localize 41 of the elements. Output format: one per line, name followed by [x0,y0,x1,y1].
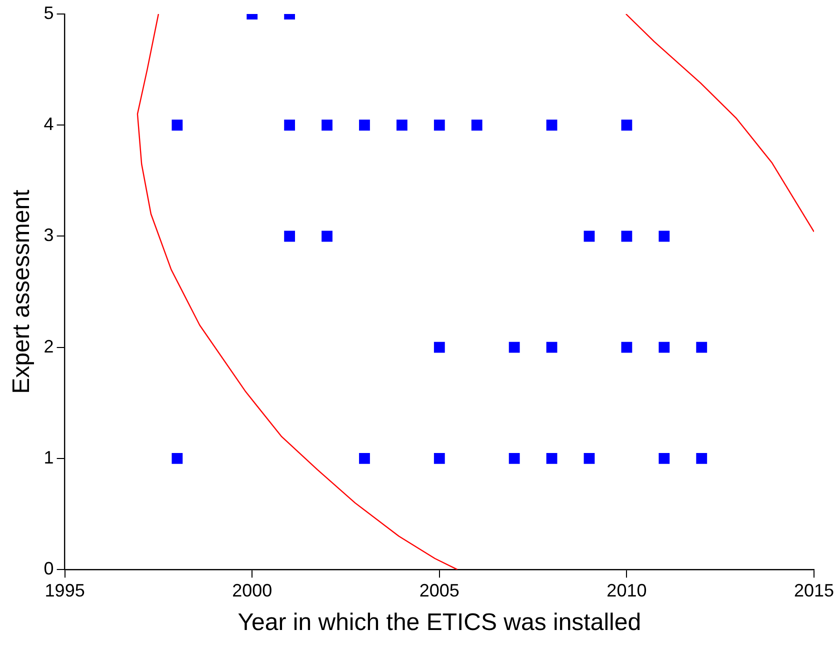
point [696,453,708,464]
point [434,120,445,131]
x-tick-label: 2000 [232,580,272,600]
point [621,342,632,353]
point [359,120,370,131]
point [546,120,558,131]
point [284,120,296,131]
point [658,342,670,353]
y-tick-label: 4 [44,114,54,134]
point [471,120,482,131]
point [172,120,183,131]
x-tick-label: 2015 [794,580,834,600]
point [322,120,332,131]
point [658,453,670,464]
point [322,230,332,242]
point [584,230,595,242]
point [658,230,670,242]
point [434,342,445,353]
x-tick-label: 2010 [606,580,647,600]
point [621,230,632,242]
point [696,342,708,353]
point [584,453,595,464]
point [172,453,183,464]
point [546,453,558,464]
y-axis-title: Expert assessment [8,189,36,394]
point [396,120,408,131]
point [284,230,296,242]
point [621,120,632,131]
x-tick-label: 2005 [419,580,460,600]
point [546,342,558,353]
y-tick-label: 1 [44,447,54,468]
y-tick-label: 5 [44,2,54,23]
x-axis-title: Year in which the ETICS was installed [238,609,642,636]
x-tick-label: 1995 [44,580,85,600]
y-tick-label: 2 [44,336,54,356]
y-tick-label: 0 [44,558,54,579]
point [508,453,520,464]
point [359,453,370,464]
y-tick-label: 3 [44,225,54,246]
point [434,453,445,464]
point [508,342,520,353]
